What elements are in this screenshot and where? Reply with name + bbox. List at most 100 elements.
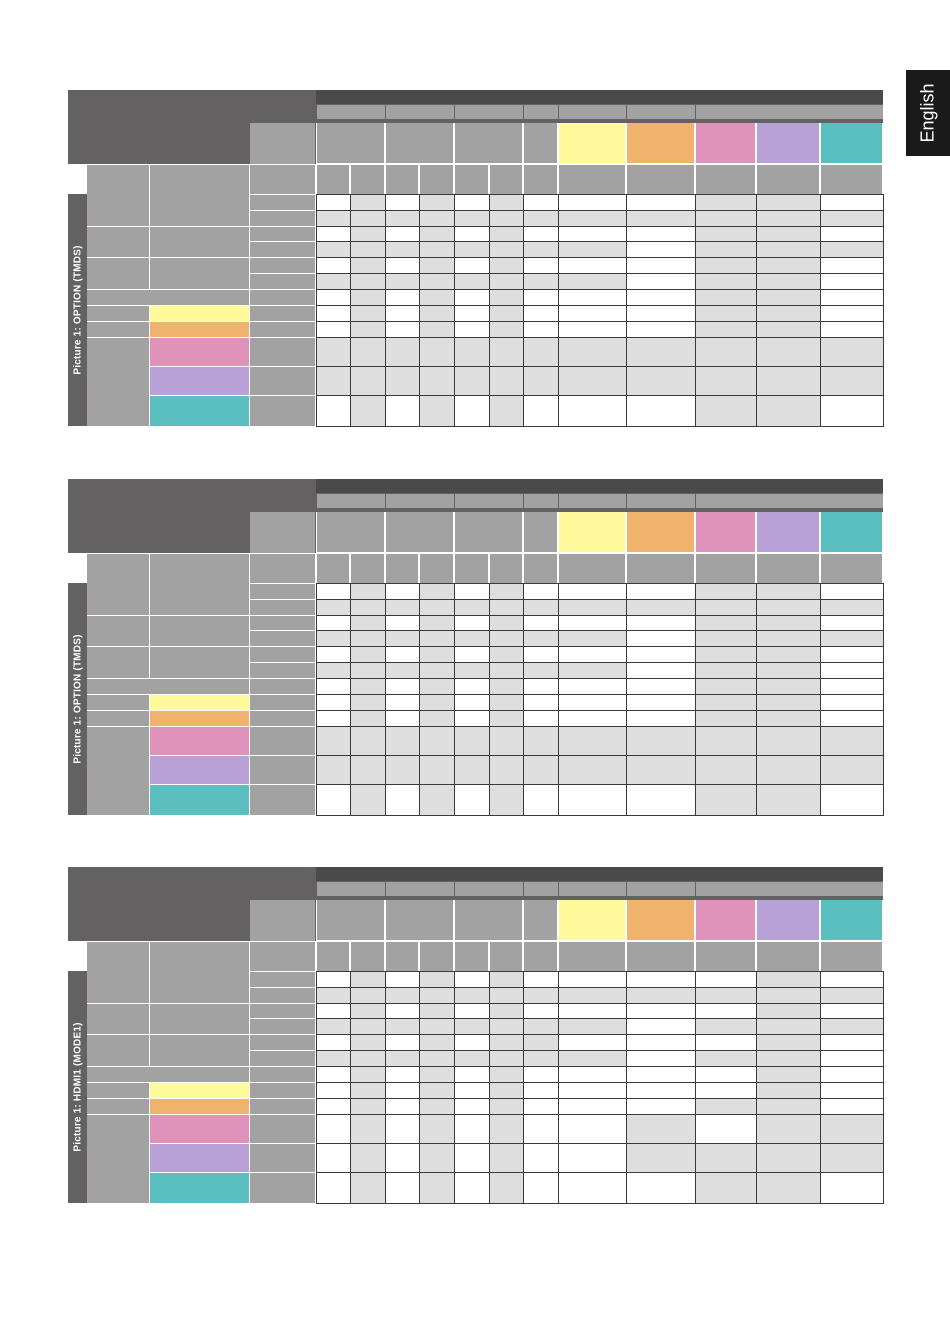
table-cell — [316, 321, 351, 338]
header-group-cell — [524, 494, 558, 508]
table-cell — [454, 289, 490, 306]
table-cell — [558, 273, 627, 290]
header-group-cell — [317, 882, 385, 896]
row-sublabel-cell — [250, 1144, 315, 1172]
row-sublabel-cell — [250, 1004, 315, 1018]
table-cell — [523, 273, 559, 290]
table-cell — [756, 726, 821, 756]
table-cell — [523, 1082, 559, 1099]
table-cell — [316, 337, 351, 367]
header-mode-tile — [386, 900, 453, 940]
table-cell — [385, 646, 420, 663]
table-cell — [756, 1082, 821, 1099]
table-cell — [350, 257, 386, 274]
table-cell — [385, 226, 420, 242]
table-cell — [523, 226, 559, 242]
table-cell — [558, 1034, 627, 1051]
table-cell — [350, 210, 386, 227]
header-group-cell — [627, 882, 695, 896]
header-mode-tile — [386, 123, 453, 163]
header-mode-tile — [386, 512, 453, 552]
row-header-cell — [150, 322, 249, 337]
table-cell — [820, 194, 884, 211]
table-cell — [756, 305, 821, 322]
table-cell — [419, 1003, 455, 1019]
table-cell — [695, 194, 757, 211]
table-cell — [695, 755, 757, 785]
table-cell — [820, 646, 884, 663]
header-group-cell — [524, 105, 558, 119]
table-cell — [558, 1050, 627, 1067]
header-col-cell — [696, 942, 755, 971]
table-cell — [756, 710, 821, 727]
table-cell — [695, 1114, 757, 1144]
header-col-cell — [696, 554, 755, 583]
table-cell — [454, 1050, 490, 1067]
table-cell — [316, 784, 351, 816]
table-cell — [350, 1098, 386, 1115]
table-cell — [489, 289, 524, 306]
table-cell — [820, 784, 884, 816]
table-cell — [523, 194, 559, 211]
table-cell — [626, 710, 696, 727]
header-group-cell — [696, 882, 883, 896]
row-sublabel-cell — [250, 584, 315, 599]
table-cell — [350, 678, 386, 695]
header-mode-tile — [627, 512, 694, 552]
table-cell — [350, 1018, 386, 1035]
header-col-cell — [757, 165, 819, 194]
table-cell — [350, 337, 386, 367]
table-cell — [419, 366, 455, 396]
table-cell — [419, 321, 455, 338]
header-col-cell — [455, 942, 488, 971]
table-cell — [454, 755, 490, 785]
header-col-cell — [351, 165, 384, 194]
header-col-cell — [757, 554, 819, 583]
row-header-cell — [87, 258, 149, 289]
table-cell — [385, 1050, 420, 1067]
table-cell — [523, 987, 559, 1004]
table-cell — [820, 710, 884, 727]
table-cell — [489, 337, 524, 367]
table-cell — [316, 615, 351, 631]
row-header-cell — [87, 727, 149, 815]
table-cell — [316, 694, 351, 711]
table-cell — [350, 694, 386, 711]
table-cell — [558, 662, 627, 679]
table-cell — [695, 630, 757, 647]
table-cell — [626, 599, 696, 616]
row-sublabel-cell — [250, 1083, 315, 1098]
table-cell — [454, 1098, 490, 1115]
row-header-cell — [150, 396, 249, 426]
table-cell — [350, 289, 386, 306]
table-cell — [820, 1114, 884, 1144]
table-cell — [350, 710, 386, 727]
table-cell — [454, 599, 490, 616]
table-cell — [454, 257, 490, 274]
header-mode-tile — [696, 900, 755, 940]
table-cell — [454, 366, 490, 396]
row-header-cell — [87, 616, 149, 646]
table-cell — [385, 678, 420, 695]
table-cell — [316, 583, 351, 600]
table-cell — [489, 241, 524, 258]
language-tab-english[interactable]: English — [906, 70, 950, 156]
table-cell — [695, 273, 757, 290]
table-cell — [626, 678, 696, 695]
table-cell — [626, 321, 696, 338]
table-cell — [316, 1172, 351, 1204]
table-cell — [695, 694, 757, 711]
row-header-cell — [150, 1144, 249, 1172]
table-cell — [385, 662, 420, 679]
table-cell — [350, 1143, 386, 1173]
table-cell — [756, 971, 821, 988]
row-sublabel-cell — [250, 322, 315, 337]
table-cell — [695, 1066, 757, 1083]
table-cell — [626, 1034, 696, 1051]
table-cell — [523, 971, 559, 988]
row-sublabel-cell — [250, 211, 315, 226]
table-cell — [695, 289, 757, 306]
table-cell — [558, 194, 627, 211]
table-cell — [454, 194, 490, 211]
table-cell — [820, 583, 884, 600]
